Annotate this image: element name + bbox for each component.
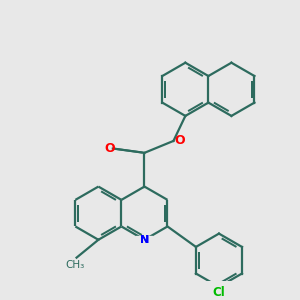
Text: O: O bbox=[104, 142, 115, 155]
Text: O: O bbox=[174, 134, 185, 147]
Text: N: N bbox=[140, 235, 149, 245]
Text: Cl: Cl bbox=[213, 286, 225, 299]
Text: N: N bbox=[140, 235, 149, 245]
Text: CH₃: CH₃ bbox=[65, 260, 84, 270]
